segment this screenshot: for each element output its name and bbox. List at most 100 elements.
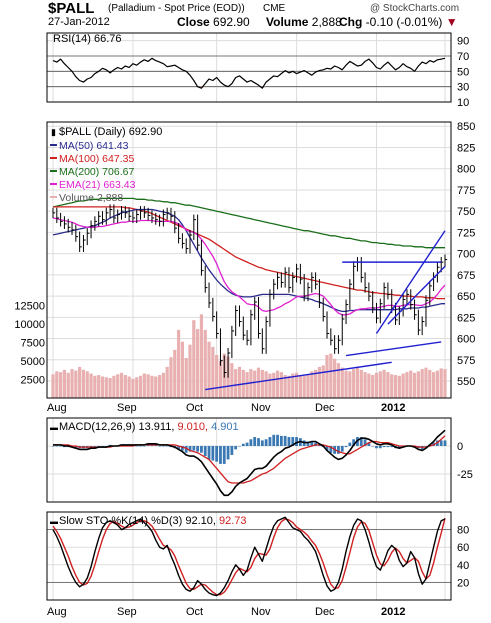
macd-histogram-bar [279,435,283,446]
rsi-tick-label: 10 [457,97,469,109]
macd-histogram-bar [222,446,226,464]
change-readout: Chg -0.10 (-0.01%) ▼ [339,15,458,29]
price-x-label: Oct [186,402,203,414]
macd-histogram-bar [238,446,241,447]
volume-bar [325,355,329,398]
macd-histogram-bar [287,437,291,446]
volume-label: Volume [266,15,309,29]
watermark: @ StockCharts.com [370,3,460,14]
volume-bar [359,369,363,398]
macd-histogram-bar [135,446,139,447]
stoch-k-line [52,516,446,597]
volume-bar [268,373,272,398]
macd-histogram-bar [367,442,371,446]
support-trendline-upper [345,341,442,357]
volume-bar [135,377,139,398]
stoch-d-line [52,518,446,596]
macd-histogram-bar [260,440,264,446]
volume-bar [70,369,74,398]
volume-bar [55,371,59,398]
macd-histogram-bar [74,446,78,449]
macd-histogram-bar [139,446,142,447]
change-value: -0.10 (-0.01%) [365,15,443,29]
rsi-tick-label: 50 [457,66,469,78]
macd-histogram-bar [371,446,375,447]
macd-histogram-bar [59,446,63,447]
volume-bar [336,363,341,398]
sto-tick-label: 40 [457,560,469,572]
volume-bar [85,371,89,398]
volume-bar [112,375,116,398]
macd-histogram-bar [276,434,279,446]
volume-bar [154,376,158,398]
volume-bar [321,365,325,398]
price-panel-frame [46,121,452,399]
macd-histogram-bar [291,437,295,446]
volume-bar [176,329,181,398]
macd-histogram-bar [207,446,211,460]
volume-bar [138,375,143,398]
change-label: Chg [339,15,363,29]
macd-histogram-bar [249,439,253,446]
legend-ma50: MA(50) 641.43 [59,140,129,152]
volume-bar [420,369,424,398]
volume-bar [272,372,276,398]
sto-tick-label: 20 [457,577,469,589]
volume-bar [169,357,173,398]
price-x-label: Aug [47,402,67,414]
macd-panel-frame [46,417,452,503]
volume-bar [100,376,105,398]
volume-bar [412,372,417,398]
volume-bar [424,367,428,398]
volume-bar [74,370,78,398]
sto-x-label: Nov [251,606,271,618]
macd-histogram-bar [257,438,260,446]
macd-histogram-bar [264,439,268,446]
price-tick-label: 725 [457,227,475,239]
macd-histogram-bar [142,446,146,447]
price-tick-label: 750 [457,206,475,218]
volume-bar [78,366,82,398]
volume-bar [62,369,67,398]
macd-tick-label: -25 [457,469,473,481]
volume-bar [127,376,131,398]
macd-histogram-bar [439,440,443,446]
volume-bar [279,372,283,398]
volume-bar [51,374,55,398]
macd-histogram-bar [268,437,272,446]
volume-bar [355,366,360,398]
macd-histogram-bar [325,446,329,451]
ema21-line [52,217,446,316]
sto-x-label: Sep [117,606,137,618]
volume-tick-label: 10000 [14,319,45,331]
price-legend-icon: ▮ [51,127,56,137]
sto-panel-frame [46,511,452,601]
macd-histogram-bar [158,446,161,447]
volume-tick-label: 12500 [14,300,45,312]
macd-histogram-bar [200,446,203,453]
volume-tick-label: 7500 [21,337,45,349]
macd-histogram-bar [352,439,356,446]
macd-histogram-bar [165,446,169,447]
volume-bar [382,369,386,398]
volume-bar [314,369,318,398]
macd-histogram-bar [283,435,287,446]
macd-histogram-bar [310,441,314,446]
volume-bar [211,346,215,398]
macd-histogram-bar [161,446,165,447]
macd-label: MACD(12,26,9) 13.911, 9.010, 4.901 [59,421,239,433]
volume-bar [386,372,390,398]
volume-bar [435,370,439,398]
support-trendline-lower [205,361,392,391]
price-tick-label: 575 [457,355,475,367]
rsi-tick-label: 30 [457,82,469,94]
macd-histogram-bar [337,446,340,454]
sto-x-label: Oct [186,606,203,618]
macd-histogram-bar [55,446,59,447]
price-tick-label: 850 [457,121,475,133]
volume-bar [340,367,344,398]
volume-bar [237,366,242,398]
volume-bar [443,369,447,398]
macd-histogram-bar [348,442,352,446]
